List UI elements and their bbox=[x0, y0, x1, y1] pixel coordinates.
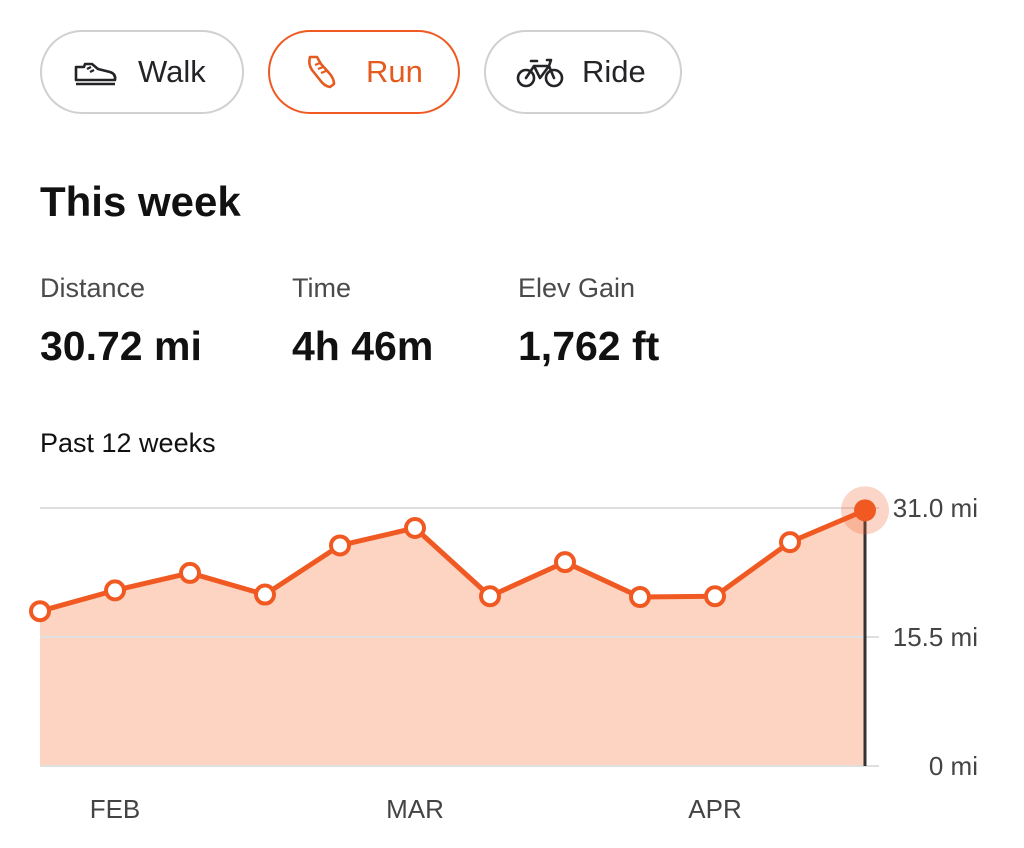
stat-time: Time 4h 46m bbox=[292, 270, 433, 372]
stat-elev-gain: Elev Gain 1,762 ft bbox=[518, 270, 659, 372]
week-summary-heading: This week bbox=[40, 178, 241, 225]
tab-run-label: Run bbox=[366, 54, 423, 89]
stat-elev-gain-value: 1,762 ft bbox=[518, 323, 660, 369]
shoe-icon bbox=[72, 55, 120, 89]
data-point[interactable] bbox=[179, 561, 201, 584]
stat-time-label: Time bbox=[292, 273, 351, 303]
y-axis-tick-label: 15.5 mi bbox=[893, 622, 978, 652]
data-point[interactable] bbox=[779, 531, 801, 554]
x-axis-tick-label: MAR bbox=[386, 794, 444, 824]
selected-data-point[interactable] bbox=[854, 499, 876, 522]
y-axis-tick-label: 31.0 mi bbox=[893, 493, 978, 523]
stat-distance-label: Distance bbox=[40, 273, 146, 303]
activity-tabs: Walk Run Ride bbox=[40, 30, 682, 114]
tab-ride-label: Ride bbox=[582, 54, 646, 89]
stat-elev-gain-label: Elev Gain bbox=[518, 273, 636, 303]
tab-ride[interactable]: Ride bbox=[484, 30, 682, 114]
data-point[interactable] bbox=[404, 516, 426, 539]
data-point[interactable] bbox=[554, 551, 576, 574]
tab-run[interactable]: Run bbox=[268, 30, 460, 114]
stat-distance: Distance 30.72 mi bbox=[40, 270, 202, 372]
data-point[interactable] bbox=[254, 583, 276, 606]
tab-walk[interactable]: Walk bbox=[40, 30, 244, 114]
x-axis-tick-label: FEB bbox=[90, 794, 141, 824]
data-point[interactable] bbox=[704, 585, 726, 608]
chart-area-fill bbox=[40, 510, 865, 766]
stat-distance-value: 30.72 mi bbox=[40, 323, 202, 369]
data-point[interactable] bbox=[104, 579, 126, 602]
y-axis-tick-label: 0 mi bbox=[929, 751, 978, 781]
weekly-distance-line bbox=[39, 508, 866, 614]
data-point[interactable] bbox=[29, 600, 51, 623]
bike-icon bbox=[516, 55, 564, 89]
tab-walk-label: Walk bbox=[138, 54, 206, 89]
x-axis-tick-label: APR bbox=[688, 794, 741, 824]
weekly-distance-chart[interactable]: 31.0 mi 15.5 mi 0 mi FEB MAR APR bbox=[0, 470, 1024, 848]
chart-section-title: Past 12 weeks bbox=[40, 428, 216, 458]
data-point[interactable] bbox=[329, 534, 351, 557]
data-point[interactable] bbox=[629, 586, 651, 609]
stat-time-value: 4h 46m bbox=[292, 323, 434, 369]
running-shoe-icon bbox=[300, 55, 348, 89]
data-point[interactable] bbox=[479, 585, 501, 608]
